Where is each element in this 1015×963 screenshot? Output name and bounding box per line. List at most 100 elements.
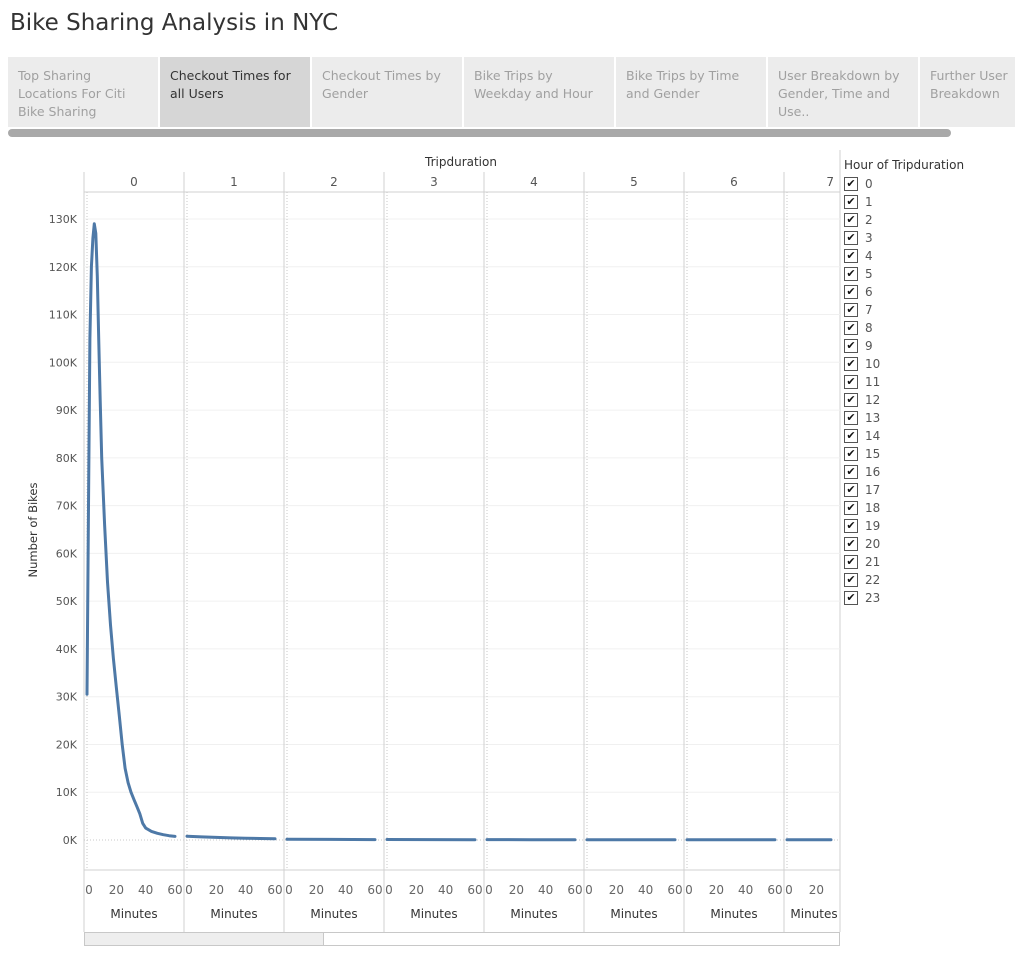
chart-horizontal-scrollbar[interactable]	[84, 932, 840, 946]
checkbox-icon[interactable]: ✔	[844, 591, 858, 605]
tab-top-sharing-locations[interactable]: Top Sharing Locations For Citi Bike Shar…	[8, 57, 158, 127]
tab-bike-trips-time-gender[interactable]: Bike Trips by Time and Gender	[616, 57, 766, 127]
legend-item-12[interactable]: ✔ 12	[844, 392, 1004, 410]
checkbox-icon[interactable]: ✔	[844, 249, 858, 263]
legend-item-23[interactable]: ✔ 23	[844, 590, 1004, 608]
x-tick-label: 40	[138, 883, 153, 897]
y-tick-label: 60K	[56, 547, 78, 560]
x-tick-label: 0	[585, 883, 593, 897]
x-axis-label: Minutes	[210, 907, 257, 921]
checkbox-icon[interactable]: ✔	[844, 465, 858, 479]
legend-item-5[interactable]: ✔ 5	[844, 266, 1004, 284]
y-tick-label: 0K	[63, 834, 78, 847]
panel-header-label: 7	[826, 175, 834, 189]
legend-item-19[interactable]: ✔ 19	[844, 518, 1004, 536]
legend-item-13[interactable]: ✔ 13	[844, 410, 1004, 428]
checkbox-icon[interactable]: ✔	[844, 519, 858, 533]
legend-item-21[interactable]: ✔ 21	[844, 554, 1004, 572]
legend-item-7[interactable]: ✔ 7	[844, 302, 1004, 320]
legend-item-2[interactable]: ✔ 2	[844, 212, 1004, 230]
legend-item-15[interactable]: ✔ 15	[844, 446, 1004, 464]
tab-user-breakdown[interactable]: User Breakdown by Gender, Time and Use..	[768, 57, 918, 127]
x-axis-label: Minutes	[790, 907, 837, 921]
x-tick-label: 60	[367, 883, 382, 897]
panel-header-label: 3	[430, 175, 438, 189]
checkbox-icon[interactable]: ✔	[844, 429, 858, 443]
panel-header-label: 6	[730, 175, 738, 189]
tab-further-user-breakdown[interactable]: Further User Breakdown	[920, 57, 1015, 127]
x-tick-label: 20	[209, 883, 224, 897]
legend-item-label: 0	[865, 177, 873, 191]
legend-item-label: 3	[865, 231, 873, 245]
x-tick-label: 20	[109, 883, 124, 897]
legend-item-label: 4	[865, 249, 873, 263]
legend-item-label: 9	[865, 339, 873, 353]
checkbox-icon[interactable]: ✔	[844, 375, 858, 389]
checkbox-icon[interactable]: ✔	[844, 339, 858, 353]
legend-item-8[interactable]: ✔ 8	[844, 320, 1004, 338]
checkbox-icon[interactable]: ✔	[844, 195, 858, 209]
tab-scrollbar[interactable]	[8, 129, 951, 137]
checkbox-icon[interactable]: ✔	[844, 267, 858, 281]
legend-item-1[interactable]: ✔ 1	[844, 194, 1004, 212]
checkbox-icon[interactable]: ✔	[844, 447, 858, 461]
y-tick-label: 120K	[49, 261, 78, 274]
checkbox-icon[interactable]: ✔	[844, 393, 858, 407]
checkbox-icon[interactable]: ✔	[844, 285, 858, 299]
legend-item-label: 1	[865, 195, 873, 209]
x-tick-label: 40	[538, 883, 553, 897]
legend-item-0[interactable]: ✔ 0	[844, 176, 1004, 194]
legend-item-label: 13	[865, 411, 881, 425]
legend-item-6[interactable]: ✔ 6	[844, 284, 1004, 302]
legend-item-label: 14	[865, 429, 881, 443]
page-title: Bike Sharing Analysis in NYC	[10, 10, 339, 36]
tab-checkout-times-by-gender[interactable]: Checkout Times by Gender	[312, 57, 462, 127]
x-tick-label: 40	[738, 883, 753, 897]
x-tick-label: 0	[185, 883, 193, 897]
checkbox-icon[interactable]: ✔	[844, 411, 858, 425]
x-tick-label: 60	[767, 883, 782, 897]
legend-item-3[interactable]: ✔ 3	[844, 230, 1004, 248]
checkbox-icon[interactable]: ✔	[844, 303, 858, 317]
y-tick-label: 130K	[49, 213, 78, 226]
legend-item-label: 16	[865, 465, 881, 479]
checkbox-icon[interactable]: ✔	[844, 573, 858, 587]
x-tick-label: 0	[385, 883, 393, 897]
legend-item-22[interactable]: ✔ 22	[844, 572, 1004, 590]
legend-item-11[interactable]: ✔ 11	[844, 374, 1004, 392]
legend-item-10[interactable]: ✔ 10	[844, 356, 1004, 374]
panel-header-label: 4	[530, 175, 538, 189]
legend-item-20[interactable]: ✔ 20	[844, 536, 1004, 554]
x-axis-label: Minutes	[510, 907, 557, 921]
checkbox-icon[interactable]: ✔	[844, 537, 858, 551]
legend-item-14[interactable]: ✔ 14	[844, 428, 1004, 446]
checkbox-icon[interactable]: ✔	[844, 231, 858, 245]
checkbox-icon[interactable]: ✔	[844, 213, 858, 227]
x-tick-label: 20	[409, 883, 424, 897]
legend-item-label: 12	[865, 393, 881, 407]
x-tick-label: 40	[338, 883, 353, 897]
legend-item-16[interactable]: ✔ 16	[844, 464, 1004, 482]
legend-item-4[interactable]: ✔ 4	[844, 248, 1004, 266]
y-tick-label: 10K	[56, 786, 78, 799]
tab-checkout-times-all-users[interactable]: Checkout Times for all Users	[160, 57, 310, 127]
legend-item-label: 17	[865, 483, 881, 497]
panel-header-label: 1	[230, 175, 238, 189]
tab-bike-trips-weekday-hour[interactable]: Bike Trips by Weekday and Hour	[464, 57, 614, 127]
checkbox-icon[interactable]: ✔	[844, 555, 858, 569]
checkbox-icon[interactable]: ✔	[844, 321, 858, 335]
checkbox-icon[interactable]: ✔	[844, 483, 858, 497]
x-tick-label: 0	[685, 883, 693, 897]
checkbox-icon[interactable]: ✔	[844, 177, 858, 191]
tab-bar: Top Sharing Locations For Citi Bike Shar…	[8, 57, 1015, 127]
checkbox-icon[interactable]: ✔	[844, 501, 858, 515]
checkbox-icon[interactable]: ✔	[844, 357, 858, 371]
legend-item-9[interactable]: ✔ 9	[844, 338, 1004, 356]
panel-header-label: 0	[130, 175, 138, 189]
legend-item-label: 8	[865, 321, 873, 335]
x-tick-label: 40	[238, 883, 253, 897]
legend-item-18[interactable]: ✔ 18	[844, 500, 1004, 518]
y-axis-label: Number of Bikes	[26, 482, 40, 577]
legend-item-17[interactable]: ✔ 17	[844, 482, 1004, 500]
scrollbar-thumb[interactable]	[85, 933, 324, 945]
